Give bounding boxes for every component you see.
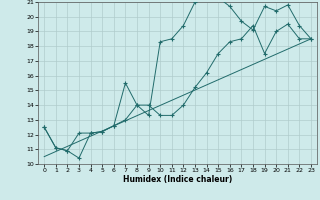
X-axis label: Humidex (Indice chaleur): Humidex (Indice chaleur): [123, 175, 232, 184]
